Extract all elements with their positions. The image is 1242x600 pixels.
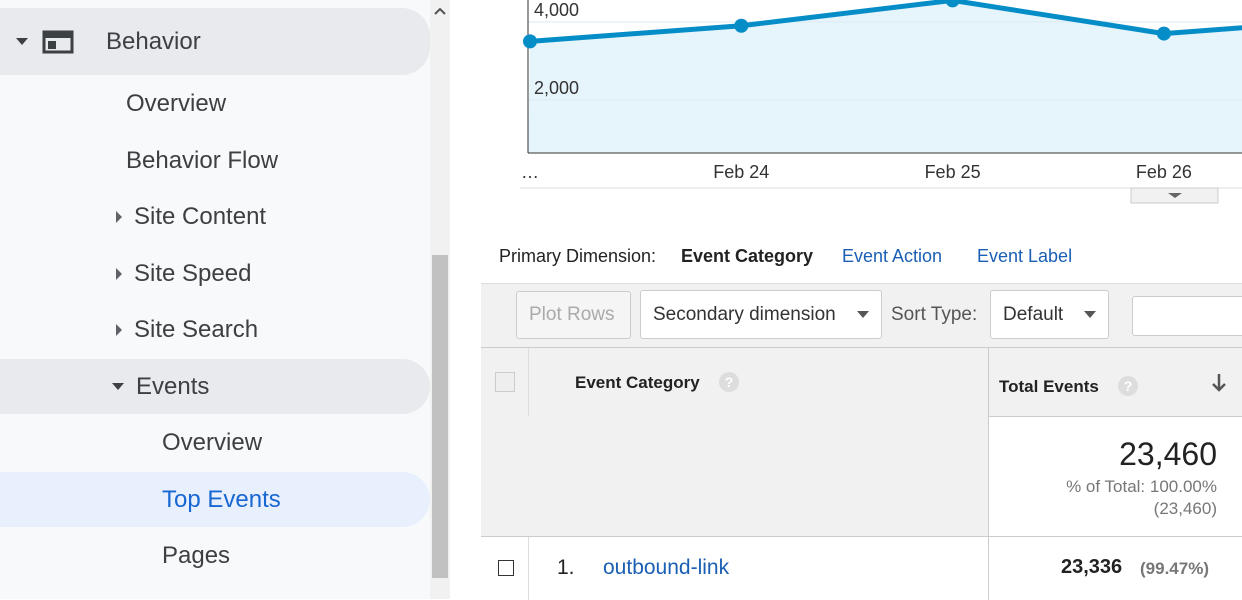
column-header[interactable]: Total Events [999,377,1099,396]
button-label: Default [1003,303,1064,325]
nav-label: Overview [162,429,263,456]
nav-label: Behavior Flow [126,147,279,174]
x-tick-label: Feb 24 [713,162,769,182]
sort-select[interactable]: Default [990,290,1109,339]
sort-arrow[interactable] [1210,372,1228,394]
dimension-active[interactable]: Event Category [681,246,814,266]
total-row [481,416,988,537]
search-input[interactable] [1132,296,1242,336]
point [945,0,960,8]
scroll-up[interactable] [430,0,450,20]
row-index: 1. [557,556,575,579]
nav-label: Pages [162,542,231,569]
toolbar: Plot Rows Secondary dimension Sort Type:… [481,283,1242,348]
dimension-label: Primary Dimension: [499,246,657,266]
help-icon[interactable]: ? [1118,376,1138,396]
button-label: Plot Rows [529,304,615,325]
nav-label: Site Search [134,316,259,343]
y-tick-label: 2,000 [534,78,579,98]
nav-item[interactable]: Site Speed [0,246,430,302]
dimension-link[interactable]: Event Action [842,246,943,266]
nav-label: Events [136,372,210,400]
nav-item[interactable]: Events [0,359,430,414]
nav-label: Top Events [162,485,281,513]
point [1156,26,1171,41]
row-events: 23,336 [1061,556,1123,578]
x-tick-label: … [521,162,539,182]
table: Event Category ? Total Events ? 23,460 %… [481,347,1242,600]
column-header[interactable]: Event Category [575,373,700,392]
area [528,0,1242,153]
nav-behavior[interactable]: Behavior [0,8,430,75]
scroll-thumb[interactable] [432,255,448,578]
button-label: Secondary dimension [653,303,836,325]
secondary-dimension[interactable]: Secondary dimension [640,290,882,339]
total-value: 23,460 [1119,436,1217,472]
row-checkbox[interactable] [498,560,514,576]
nav-subitem[interactable]: Overview [0,415,430,471]
nav-item[interactable]: Behavior Flow [0,133,430,189]
total-cell: 23,460 % of Total: 100.00% (23,460) [988,416,1242,537]
total-absolute: (23,460) [1153,499,1217,518]
point [523,34,537,49]
y-tick-label: 4,000 [534,0,579,20]
point [734,18,749,33]
behavior-icon [42,30,74,53]
nav-label: Site Content [134,203,267,230]
nav-subitem[interactable]: Top Events [0,472,430,527]
help-icon[interactable]: ? [719,372,739,392]
nav-label: Site Speed [134,260,252,287]
sidebar: Behavior Overview Behavior Flow Site Con… [0,0,430,599]
nav-subitem[interactable]: Pages [0,528,430,584]
column-divider [988,348,989,600]
total-percent: % of Total: 100.00% [1066,477,1217,496]
chart-toggle-icon [1168,193,1182,198]
chart: 2,000 4,000 … Feb 24 Feb 25 Feb 26 [520,0,1242,204]
nav-item[interactable]: Site Search [0,302,430,358]
x-tick-label: Feb 25 [925,162,981,182]
nav-item[interactable]: Site Content [0,189,430,245]
select-all-checkbox[interactable] [495,372,515,392]
nav-label: Behavior [106,27,201,55]
dimension-link[interactable]: Event Label [977,246,1073,266]
plot-rows-button[interactable]: Plot Rows [516,291,631,339]
row-category[interactable]: outbound-link [603,556,730,579]
nav-item[interactable]: Overview [0,76,430,132]
sort-label: Sort Type: [891,304,978,325]
nav-label: Overview [126,90,227,117]
scrollbar[interactable] [430,0,450,599]
row-percent: (99.47%) [1140,559,1209,578]
x-tick-label: Feb 26 [1136,162,1192,182]
